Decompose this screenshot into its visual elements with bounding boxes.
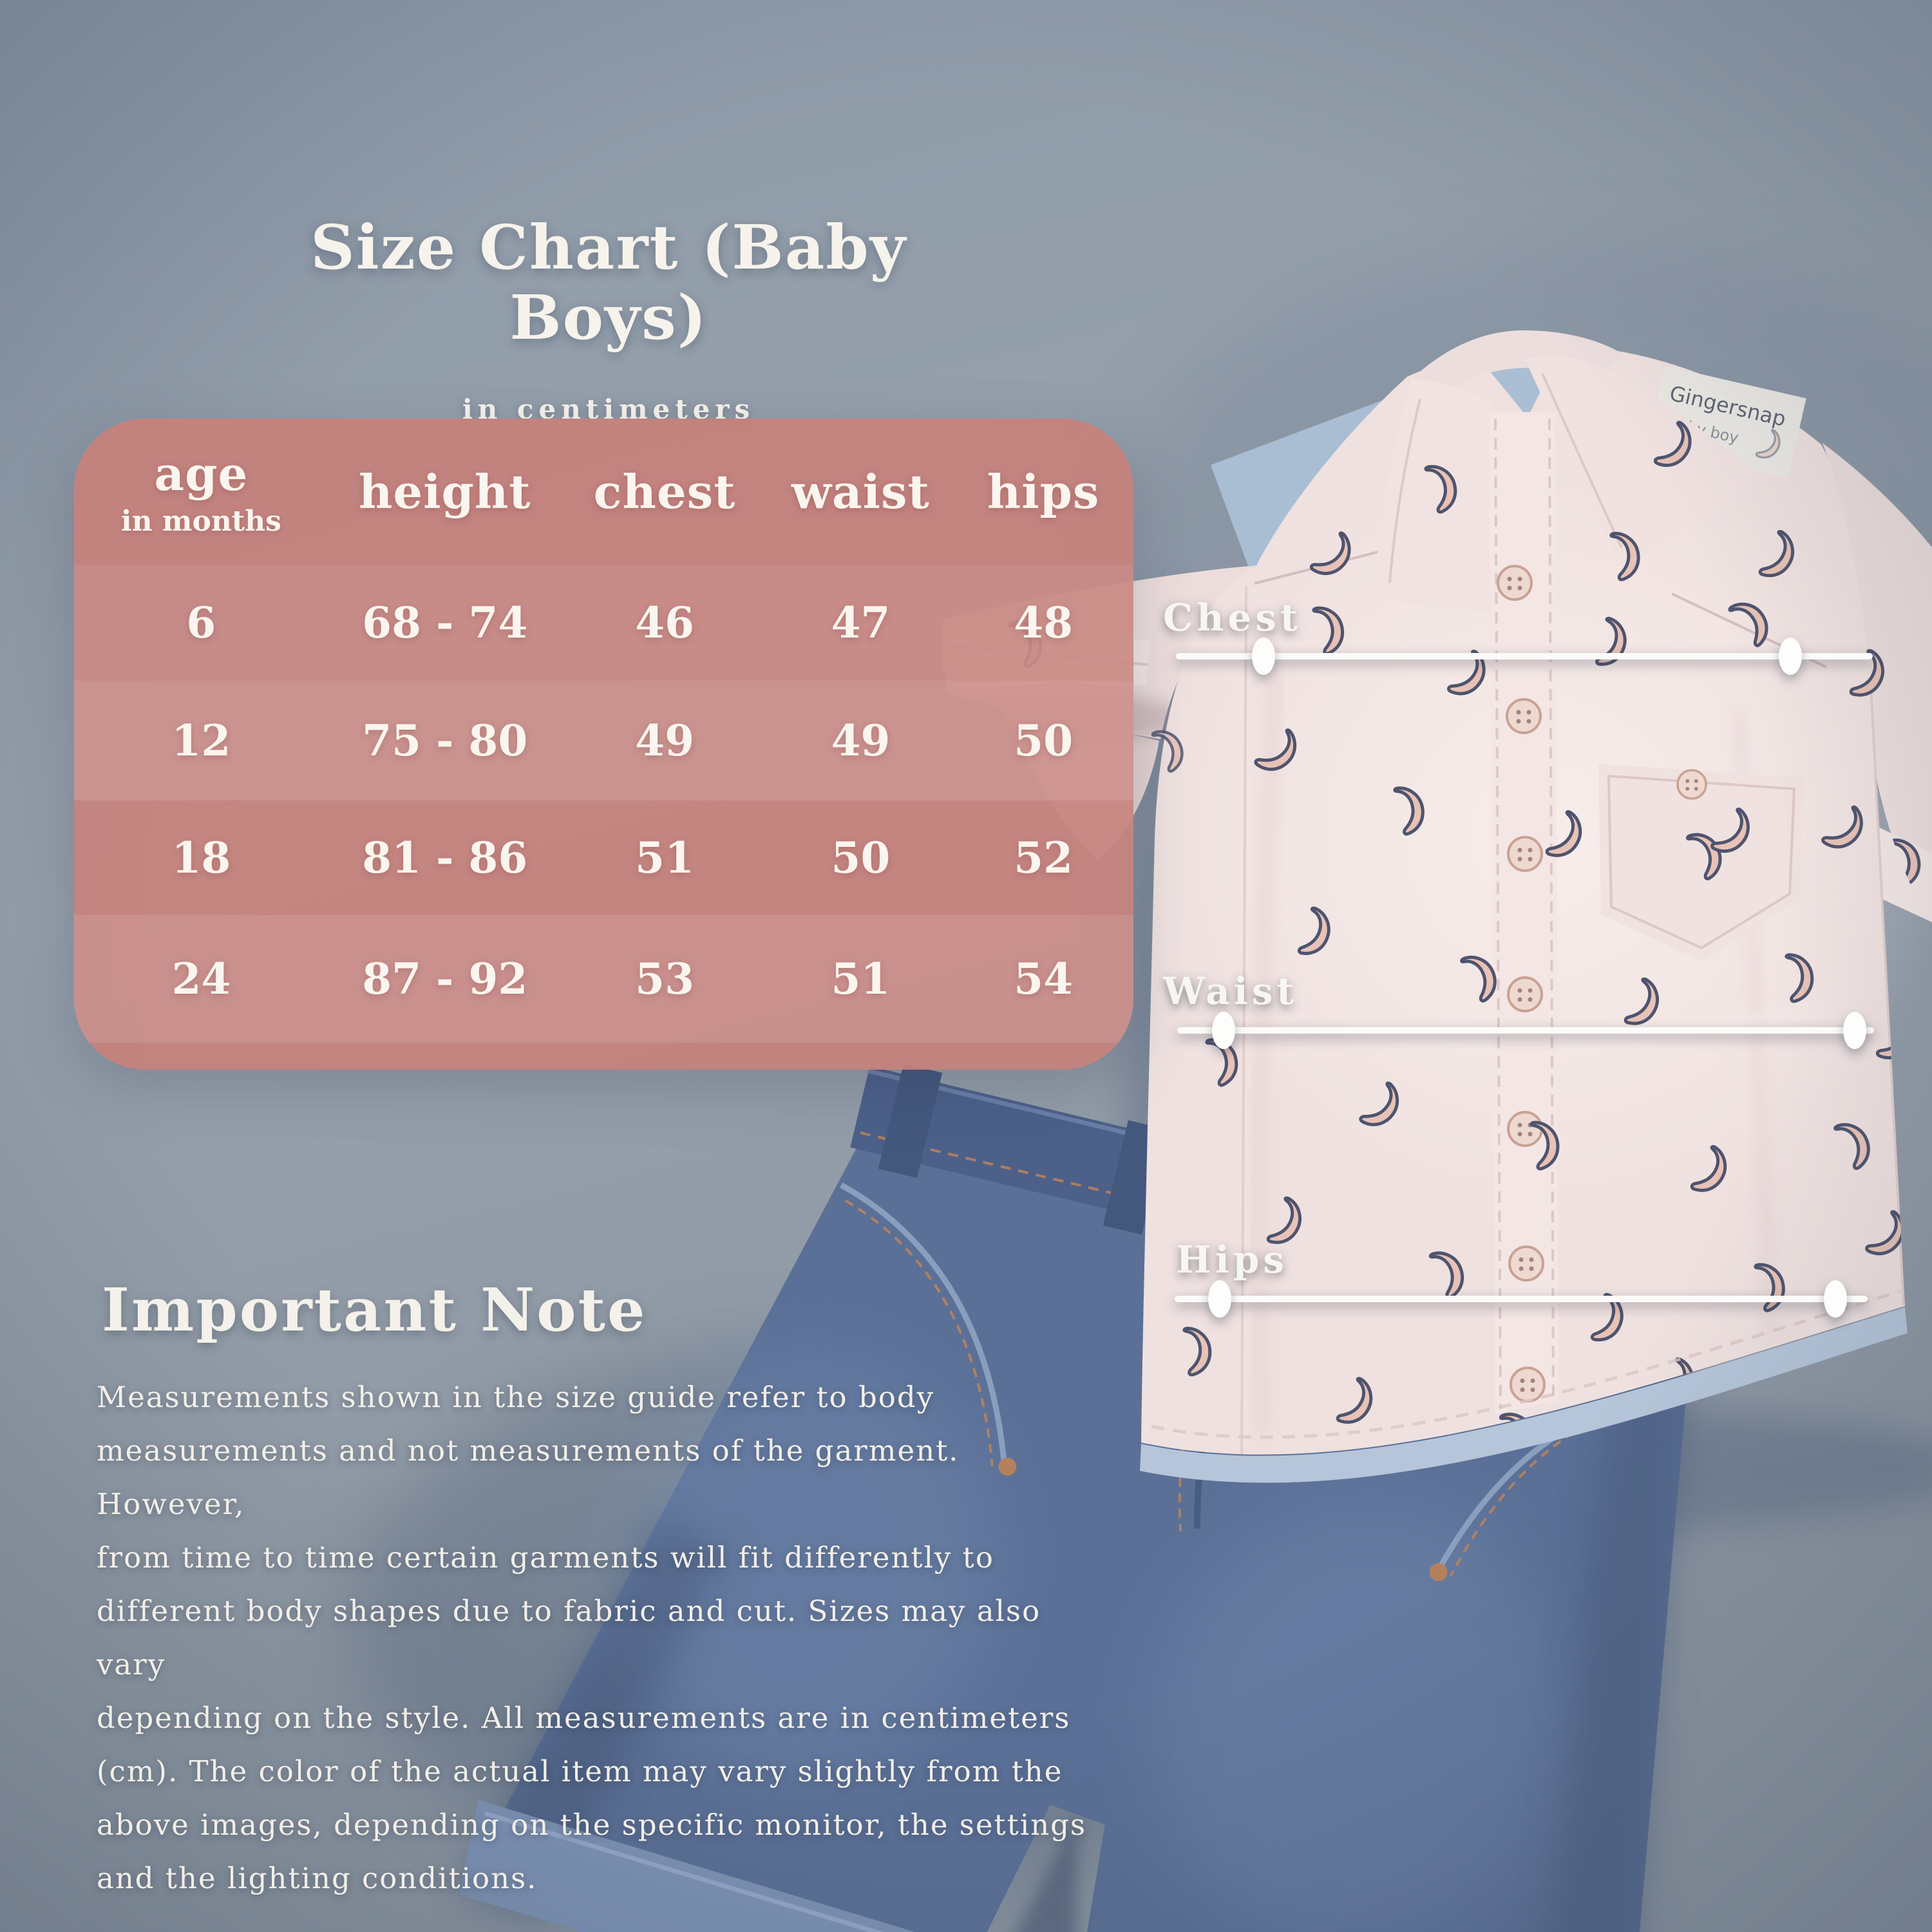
cell-chest: 53: [635, 954, 694, 1004]
hips-measure-label: Hips: [1176, 1238, 1289, 1282]
cell-height: 81 - 86: [362, 833, 528, 883]
col-header-height: height: [359, 464, 531, 519]
cell-age: 6: [186, 598, 216, 648]
cell-height: 87 - 92: [362, 954, 528, 1004]
chest-measure-label: Chest: [1163, 596, 1302, 639]
table-row: 24 87 - 92 53 51 54: [74, 915, 1133, 1043]
cell-waist: 51: [831, 954, 891, 1004]
table-row: 6 68 - 74 46 47 48: [74, 565, 1133, 681]
header-block: Size Chart (Baby Boys) in centimeters: [203, 213, 1014, 425]
cell-height: 75 - 80: [362, 715, 528, 766]
table-footer-spacer: [74, 1043, 1133, 1070]
chest-line-right-dot: [1779, 638, 1802, 675]
waist-line-left-dot: [1212, 1012, 1235, 1049]
cell-age: 24: [171, 954, 231, 1004]
cell-hips: 48: [1014, 598, 1074, 648]
col-header-age: age in months: [74, 446, 328, 538]
col-header-hips: hips: [987, 464, 1100, 519]
hips-line-right-dot: [1824, 1280, 1847, 1318]
table-header-row: age in months height chest waist hips: [74, 419, 1133, 565]
cell-chest: 46: [635, 598, 694, 648]
cell-waist: 49: [831, 715, 891, 766]
col-header-age-sublabel: in months: [120, 504, 281, 538]
hips-line-left-dot: [1208, 1280, 1231, 1318]
cell-age: 18: [171, 833, 231, 883]
cell-waist: 47: [831, 598, 891, 648]
waist-line-right-dot: [1843, 1012, 1866, 1049]
cell-hips: 52: [1014, 833, 1074, 883]
cell-age: 12: [171, 715, 231, 766]
chest-measure-line: [1176, 638, 1873, 675]
hips-measure-line: [1175, 1280, 1868, 1318]
cell-height: 68 - 74: [362, 598, 528, 648]
col-header-age-label: age: [154, 446, 249, 501]
cell-chest: 49: [635, 715, 694, 766]
cell-hips: 50: [1014, 715, 1074, 766]
col-header-waist: waist: [791, 464, 930, 519]
col-header-chest: chest: [593, 464, 736, 519]
cell-hips: 54: [1014, 954, 1074, 1004]
table-row: 12 75 - 80 49 49 50: [74, 681, 1133, 800]
waist-measure-label: Waist: [1163, 969, 1298, 1013]
cell-waist: 50: [831, 833, 891, 883]
note-heading: Important Note: [102, 1275, 647, 1345]
page-title: Size Chart (Baby Boys): [310, 212, 907, 354]
chest-line-left-dot: [1252, 638, 1275, 675]
cell-chest: 51: [635, 833, 694, 883]
table-row: 18 81 - 86 51 50 52: [74, 800, 1133, 915]
waist-measure-line: [1177, 1012, 1874, 1049]
note-paragraph: Measurements shown in the size guide ref…: [97, 1380, 1086, 1895]
size-table-panel: age in months height chest waist hips 6 …: [74, 419, 1133, 1070]
